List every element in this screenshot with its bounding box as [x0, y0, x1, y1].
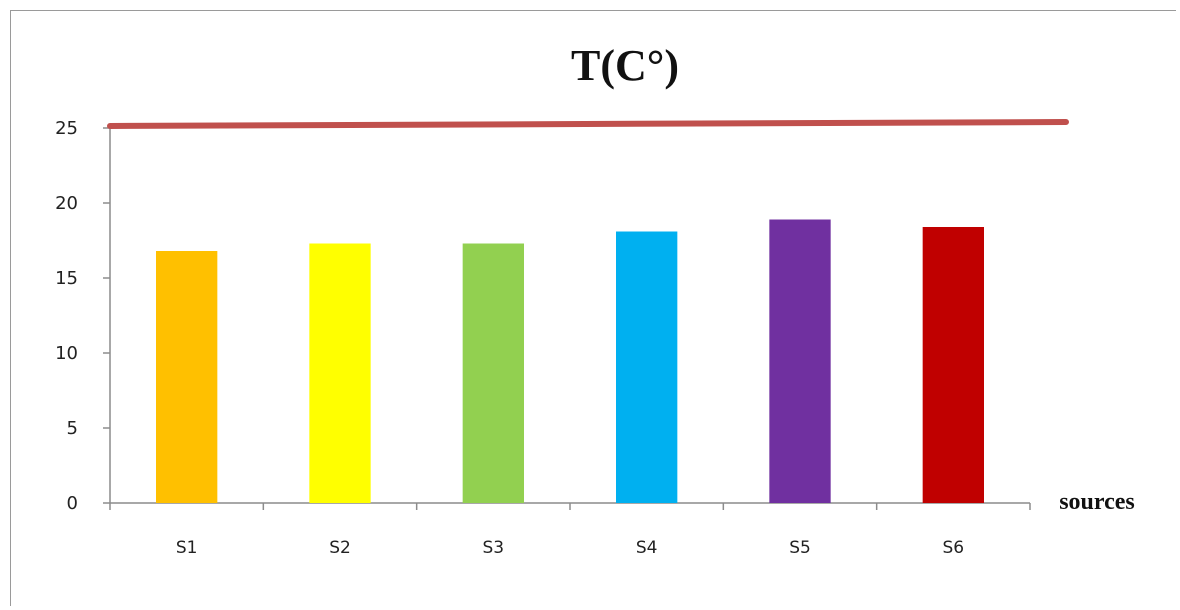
- y-tick-label: 15: [55, 268, 78, 289]
- x-axis-label: sources: [1059, 489, 1135, 515]
- bar-s6: [922, 227, 984, 503]
- bars: [156, 219, 984, 503]
- y-tick-label: 25: [55, 118, 78, 139]
- x-category-label: S6: [943, 538, 965, 558]
- bar-s3: [462, 243, 524, 503]
- y-tick-label: 10: [55, 343, 78, 364]
- x-category-label: S1: [176, 538, 198, 558]
- x-category-label: S3: [483, 538, 505, 558]
- bar-s2: [309, 243, 371, 503]
- y-axis: 0 5 10 15 20 25: [55, 118, 111, 514]
- y-tick-label: 0: [67, 493, 78, 514]
- bar-s5: [769, 219, 831, 503]
- x-axis: S1 S2 S3 S4 S5 S6: [109, 502, 1031, 558]
- bar-s1: [156, 251, 218, 503]
- y-tick-label: 5: [67, 418, 78, 439]
- x-category-label: S2: [329, 538, 351, 558]
- bar-s4: [616, 231, 678, 503]
- reference-line-group: [107, 119, 1069, 129]
- y-tick-label: 20: [55, 193, 78, 214]
- chart-title: T(C°): [571, 41, 679, 90]
- x-category-label: S4: [636, 538, 658, 558]
- chart-frame: [10, 10, 1176, 606]
- reference-line: [107, 119, 1069, 129]
- x-category-label: S5: [789, 538, 811, 558]
